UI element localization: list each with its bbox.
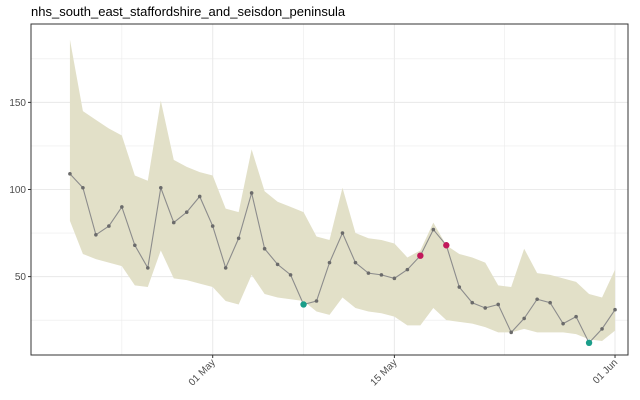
data-point: [483, 306, 488, 310]
data-point: [561, 321, 565, 326]
data-point: [392, 276, 397, 281]
y-tick-label: 150: [9, 98, 26, 109]
data-point: [548, 300, 552, 305]
data-point: [288, 273, 293, 277]
x-tick-label: 15 May: [369, 357, 400, 388]
x-tick-label: 01 May: [187, 357, 218, 388]
data-point-low-outlier: [300, 301, 307, 308]
data-point: [574, 314, 578, 319]
data-point: [405, 267, 410, 272]
y-tick-label: 50: [15, 272, 27, 283]
data-point: [353, 260, 358, 265]
data-point: [535, 297, 539, 302]
data-point: [133, 243, 137, 248]
x-tick-label: 01 Jun: [591, 357, 620, 386]
data-point: [496, 302, 501, 307]
data-point: [275, 262, 280, 267]
data-point: [379, 273, 384, 277]
chart-title: nhs_south_east_staffordshire_and_seisdon…: [31, 4, 346, 19]
data-point: [457, 285, 462, 289]
data-point: [613, 307, 617, 312]
data-point: [236, 236, 241, 241]
data-point: [171, 220, 176, 225]
data-point: [249, 191, 254, 195]
data-point: [158, 185, 163, 190]
data-point-high-outlier: [417, 252, 424, 259]
data-point: [184, 210, 189, 214]
data-point: [509, 330, 513, 335]
data-point: [81, 185, 85, 190]
data-point: [314, 299, 319, 303]
data-point: [600, 327, 604, 331]
data-point: [120, 205, 124, 209]
data-point-low-outlier: [585, 339, 593, 347]
data-point: [522, 316, 526, 321]
data-point: [327, 260, 332, 265]
data-point: [107, 224, 111, 228]
data-point: [68, 172, 72, 176]
data-point: [223, 266, 228, 270]
data-point: [146, 266, 150, 270]
data-point: [366, 271, 371, 275]
data-point: [470, 300, 475, 305]
confidence-band: [69, 39, 616, 342]
data-point: [94, 232, 98, 237]
y-tick-label: 100: [9, 185, 26, 196]
data-point-high-outlier: [443, 242, 450, 249]
data-point: [431, 227, 436, 232]
band-layer: [69, 39, 616, 342]
point-layer: [68, 172, 617, 347]
data-point: [340, 231, 345, 235]
data-point: [262, 246, 267, 251]
data-point: [197, 194, 202, 199]
data-point: [210, 224, 215, 228]
